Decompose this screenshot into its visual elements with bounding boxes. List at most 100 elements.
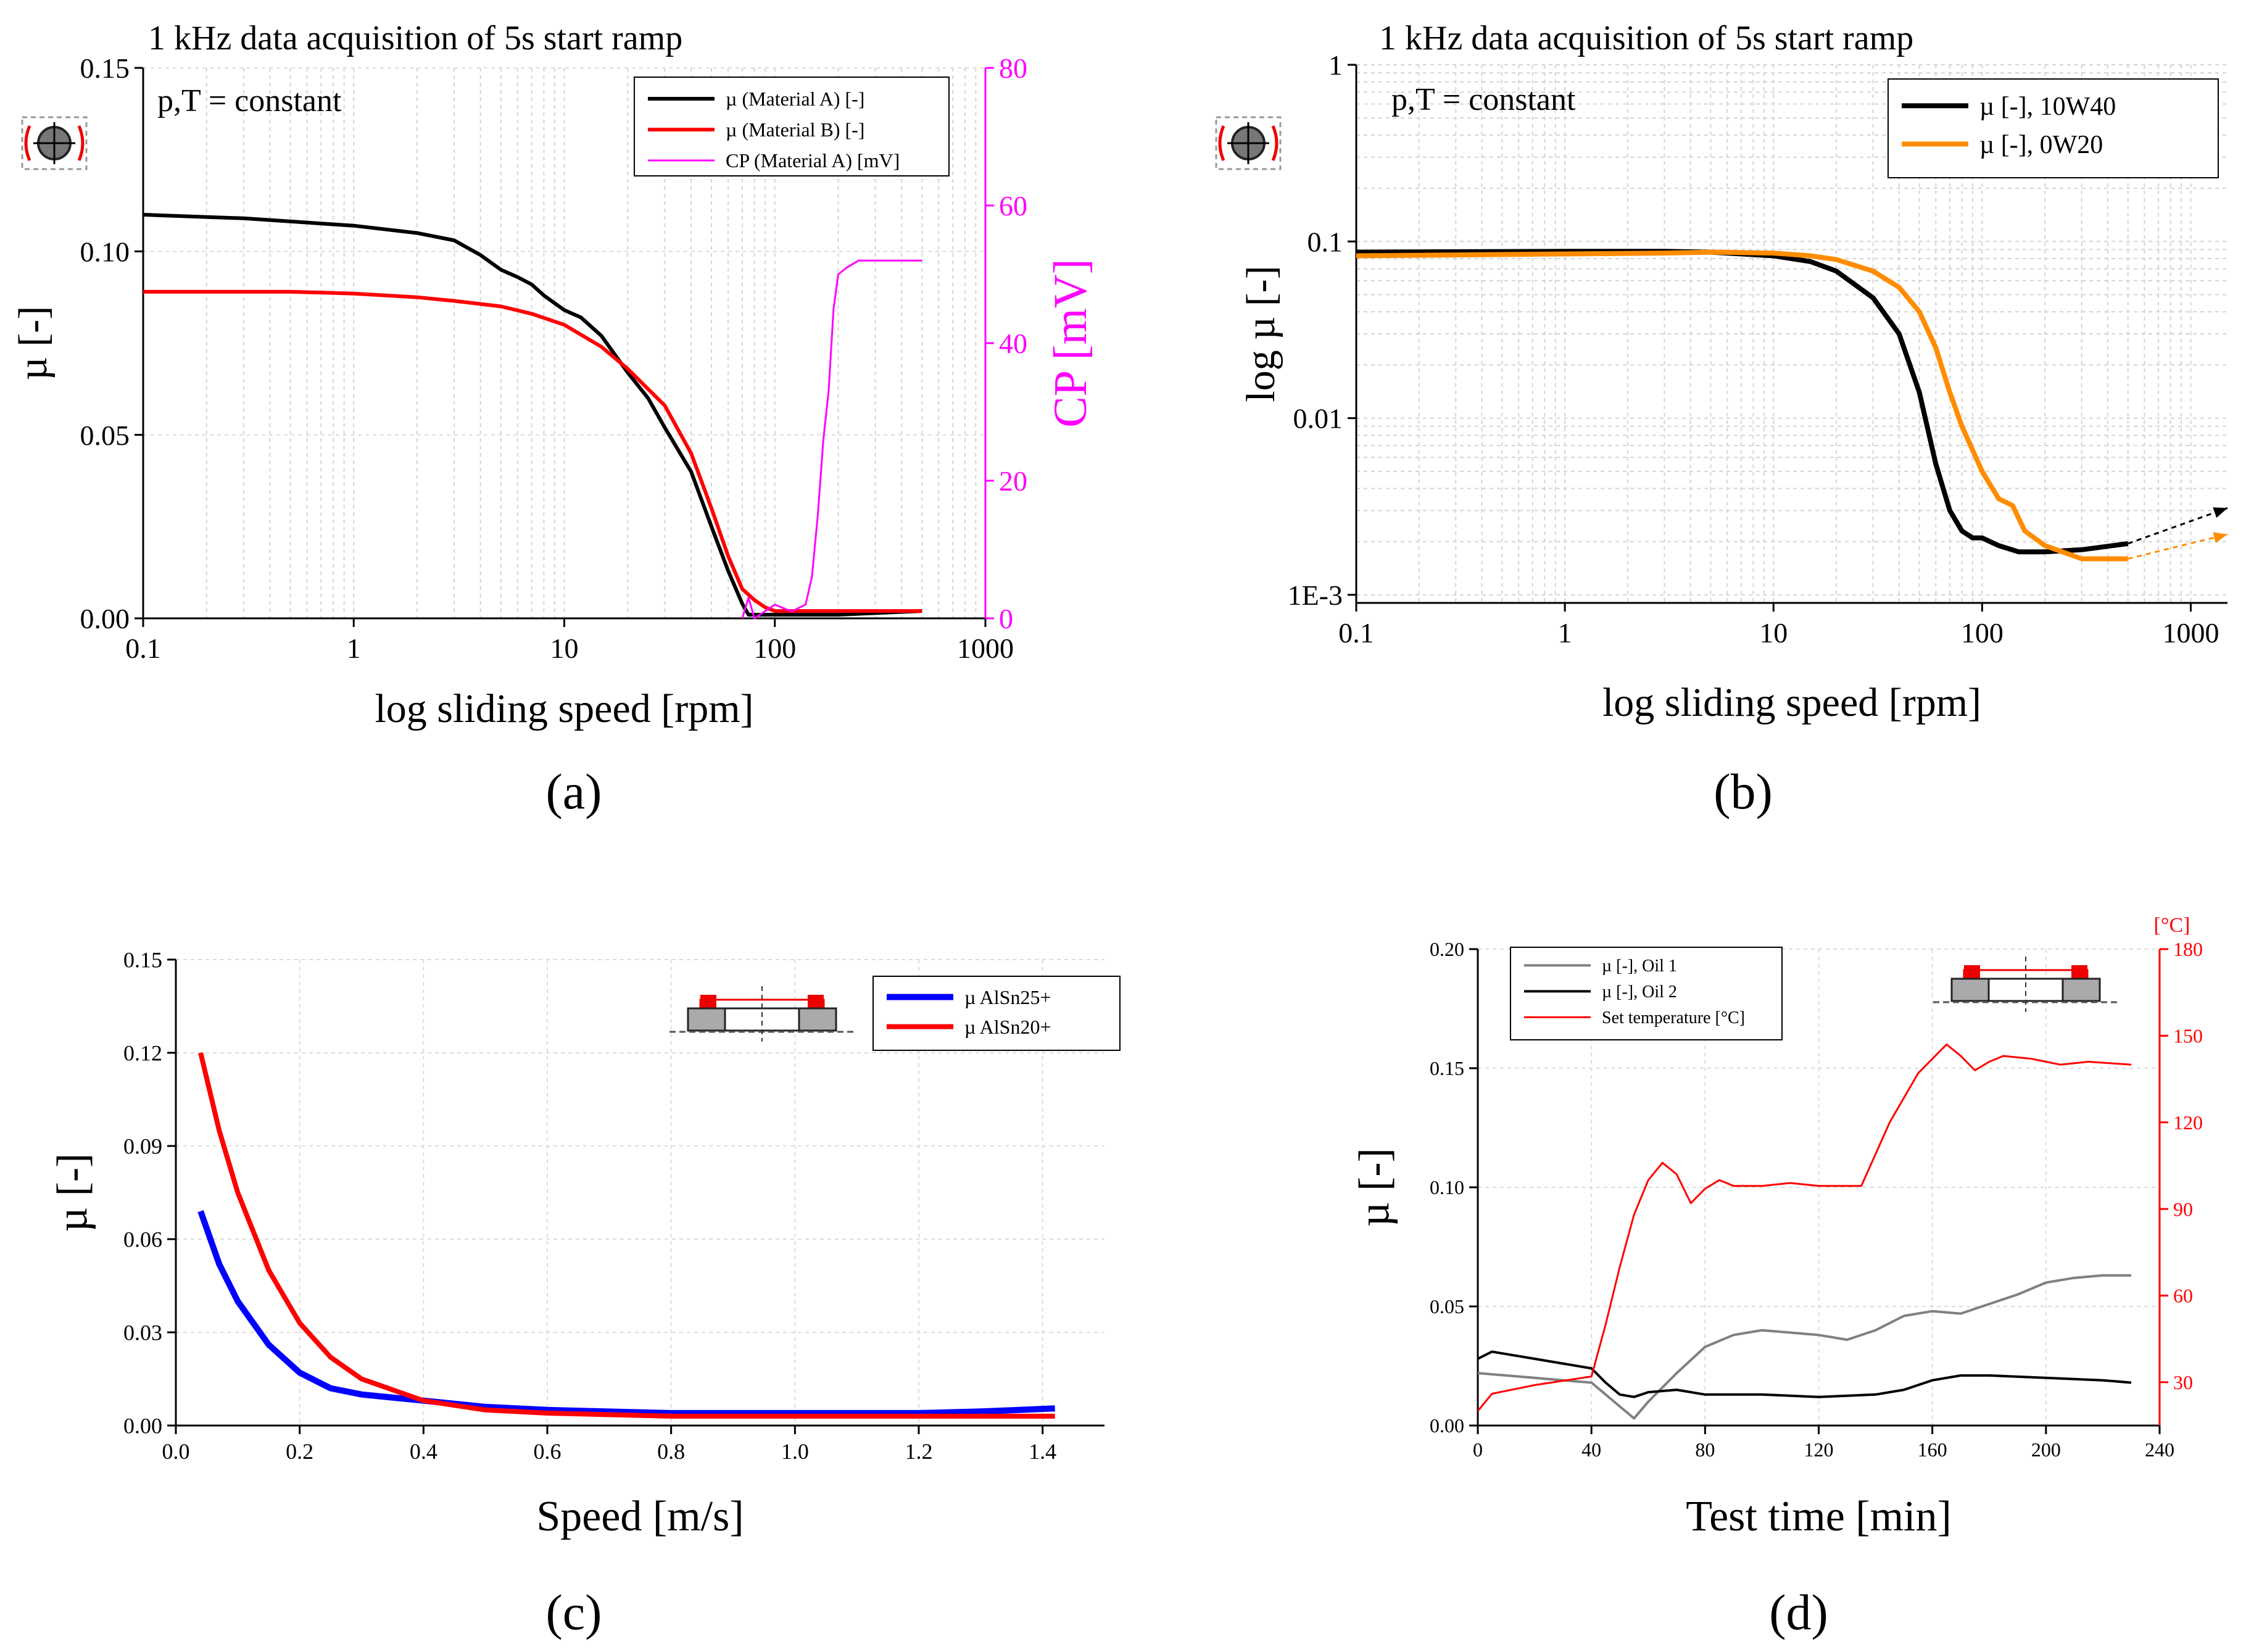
- legend-label-3: Set temperature [°C]: [1602, 1008, 1745, 1027]
- y-tick-label: 0.03: [123, 1321, 162, 1345]
- x-tick-label: 10: [550, 633, 579, 664]
- y2-tick-label: 120: [2173, 1111, 2203, 1134]
- y-tick-label: 0.12: [123, 1041, 162, 1066]
- x-tick-label: 100: [1961, 617, 2004, 649]
- y-tick-label: 0.09: [123, 1134, 162, 1159]
- x-tick-label: 0.8: [657, 1439, 685, 1464]
- series-line-2: [198, 1052, 1055, 1419]
- y2-tick-label: 0: [999, 603, 1013, 634]
- x-tick-label: 1.4: [1029, 1439, 1056, 1464]
- chart-title: 1 kHz data acquisition of 5s start ramp: [148, 19, 682, 57]
- series-line-1: [1477, 1274, 2131, 1420]
- y2-tick-label: 90: [2173, 1198, 2193, 1220]
- x-tick-label: 1.2: [905, 1439, 933, 1464]
- y-tick-label: 0.15: [1430, 1057, 1464, 1079]
- y-tick-label: 1E-3: [1288, 579, 1343, 611]
- y-axis-label: µ [-]: [49, 1153, 96, 1232]
- legend-label-1: µ (Material A) [-]: [726, 88, 864, 110]
- x-tick-label: 40: [1581, 1438, 1601, 1461]
- x-tick-label: 0.6: [534, 1439, 562, 1464]
- y2-tick-label: 60: [999, 190, 1027, 222]
- y-tick-label: 0.15: [123, 948, 162, 973]
- x-tick-label: 240: [2145, 1438, 2174, 1461]
- chart-title: 1 kHz data acquisition of 5s start ramp: [1379, 19, 1913, 57]
- bearing-schematic-icon-a: [21, 116, 88, 170]
- y-tick-label: 0.10: [80, 236, 130, 267]
- legend-box: [872, 976, 1121, 1051]
- y-axis-label: µ [-]: [1351, 1148, 1398, 1227]
- x-tick-label: 120: [1804, 1438, 1834, 1461]
- y-tick-label: 0.10: [1430, 1176, 1464, 1198]
- legend-label-1: µ AlSn25+: [964, 986, 1051, 1008]
- extrapolation-arrow-2: [2213, 532, 2227, 543]
- legend-label-2: µ [-], 0W20: [1979, 131, 2103, 159]
- panel-a-chart: 0.1 1 10 100 1000 0.00 0.05 0.10 0.15 0 20 40 60 80 lo…: [10, 19, 1096, 731]
- x-tick-label: 160: [1918, 1438, 1947, 1461]
- y2-tick-label: 20: [999, 465, 1027, 497]
- chart-annotation: p,T = constant: [1391, 82, 1576, 117]
- x-tick-label: 1.0: [781, 1439, 809, 1464]
- bearing-schematic-icon-b: [1215, 116, 1282, 170]
- y-tick-label: 0.05: [80, 420, 130, 451]
- panel-b-chart: 0.1 1 10 100 1000 1E-3 0.01 0.1 1 log sliding spe…: [1238, 19, 2228, 725]
- thrust-bearing-schematic-icon-c: [669, 986, 855, 1042]
- y2-tick-label: 60: [2173, 1285, 2193, 1307]
- x-tick-label: 1: [347, 633, 361, 664]
- panel-label-d: (d): [1769, 1584, 1828, 1640]
- x-tick-label: 80: [1695, 1438, 1715, 1461]
- legend-label-2: µ [-], Oil 2: [1602, 982, 1677, 1002]
- panel-label-b: (b): [1714, 763, 1773, 820]
- series-line-1: [143, 212, 922, 617]
- y-tick-label: 0.05: [1430, 1295, 1464, 1318]
- y2-tick-label: 30: [2173, 1371, 2193, 1393]
- y2-tick-label: 180: [2173, 938, 2203, 960]
- series-line-2: [143, 289, 922, 613]
- x-tick-label: 10: [1759, 617, 1788, 649]
- x-tick-label: 0.1: [1338, 617, 1374, 649]
- panel-d-chart: 0 40 80 120 160 200 240 0.00 0.05 0.10 0.15 0.20 30 6…: [1351, 914, 2203, 1540]
- series-line-1: [197, 1210, 1055, 1416]
- extrapolation-line-2: [2128, 533, 2228, 560]
- x-tick-label: 0: [1473, 1438, 1483, 1461]
- panel-label-a: (a): [545, 763, 602, 820]
- panel-label-c: (c): [545, 1584, 602, 1640]
- x-tick-label: 1000: [957, 633, 1014, 664]
- y2-tick-label: 150: [2173, 1025, 2203, 1047]
- y-tick-label: 0.06: [123, 1227, 162, 1252]
- legend-box: [1888, 78, 2219, 178]
- x-tick-label: 1: [1558, 617, 1572, 649]
- series-line-2: [1356, 249, 2128, 562]
- x-tick-label: 200: [2031, 1438, 2061, 1461]
- thrust-bearing-schematic-icon-d: [1933, 957, 2118, 1012]
- y2-tick-label: 80: [999, 52, 1027, 84]
- panel-c-chart: 0.0 0.2 0.4 0.6 0.8 1.0 1.2 1.4 0.00 0.03 0.06 0.09…: [49, 948, 1121, 1540]
- x-tick-label: 100: [753, 633, 796, 664]
- extrapolation-line-1: [2128, 507, 2228, 545]
- x-axis-label: Test time [min]: [1686, 1493, 1952, 1540]
- y-axis-label: log µ [-]: [1238, 265, 1283, 402]
- legend-box: [1510, 947, 1783, 1040]
- chart-annotation: p,T = constant: [157, 83, 342, 118]
- legend-box: [634, 77, 950, 176]
- x-tick-label: 0.4: [410, 1439, 437, 1464]
- x-axis-label: Speed [m/s]: [536, 1493, 744, 1540]
- y-tick-label: 0.01: [1293, 403, 1343, 434]
- x-tick-label: 0.0: [162, 1439, 190, 1464]
- series-line-2: [1477, 1350, 2132, 1398]
- y-tick-label: 0.1: [1307, 226, 1343, 257]
- y-tick-label: 0.00: [123, 1414, 162, 1438]
- y-tick-label: 0.00: [80, 603, 130, 634]
- legend-label-3: CP (Material A) [mV]: [726, 149, 900, 172]
- x-tick-label: 1000: [2162, 617, 2219, 649]
- y2-axis-label: CP [mV]: [1045, 259, 1096, 428]
- y-tick-label: 0.15: [80, 52, 130, 84]
- series-line-3: [1477, 1043, 2132, 1412]
- legend-label-2: µ (Material B) [-]: [726, 118, 864, 141]
- y-tick-label: 1: [1328, 49, 1343, 81]
- x-tick-label: 0.2: [286, 1439, 313, 1464]
- x-axis-label: log sliding speed [rpm]: [375, 686, 753, 731]
- y2-axis-label: [°C]: [2154, 914, 2190, 937]
- extrapolation-arrow-1: [2213, 507, 2227, 518]
- y-axis-label: µ [-]: [10, 306, 56, 380]
